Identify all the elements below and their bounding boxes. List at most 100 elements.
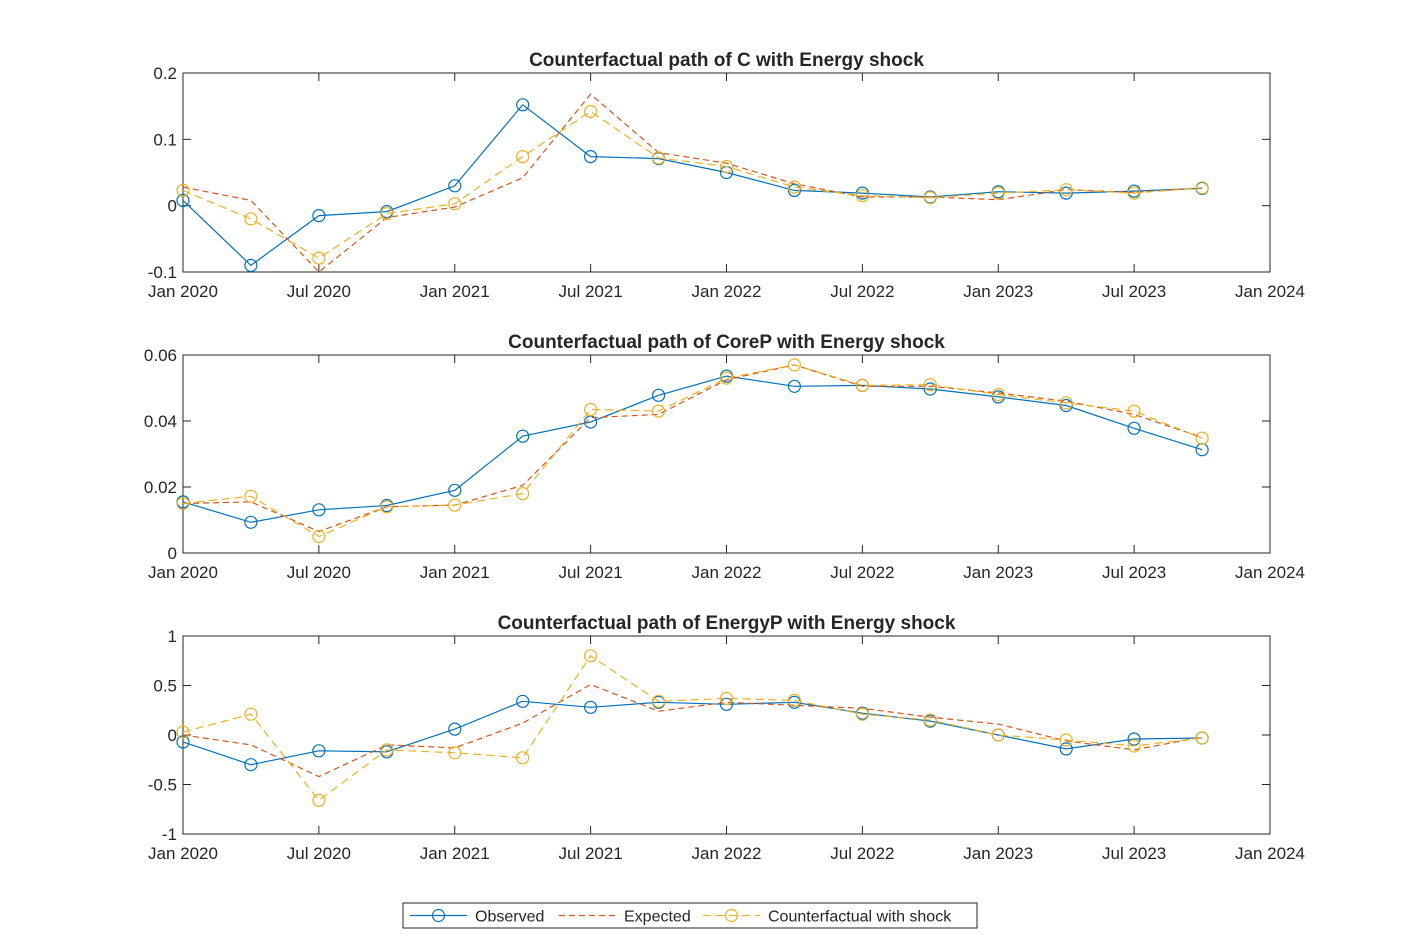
data-point-counterfactual-with-shock xyxy=(1195,181,1209,195)
data-point-counterfactual-with-shock xyxy=(1127,739,1141,753)
data-point-counterfactual-with-shock xyxy=(651,404,666,418)
data-point-observed xyxy=(516,429,530,443)
series-observed xyxy=(176,369,1209,529)
y-tick-label: 0 xyxy=(168,197,177,216)
data-point-counterfactual-with-shock xyxy=(991,186,1005,200)
data-point-counterfactual-with-shock xyxy=(923,378,937,392)
legend-entry-counterfactual-with-shock: Counterfactual with shock xyxy=(703,909,952,926)
data-point-observed xyxy=(244,258,258,272)
data-point-counterfactual-with-shock xyxy=(923,191,937,205)
data-point-counterfactual-with-shock xyxy=(787,693,802,708)
data-point-observed xyxy=(516,98,530,112)
y-tick-label: 0.5 xyxy=(153,677,177,696)
data-point-observed xyxy=(1127,732,1141,746)
legend-marker xyxy=(431,908,446,923)
data-point-counterfactual-with-shock xyxy=(855,707,870,721)
series-line-counterfactual-with-shock xyxy=(182,654,1203,802)
axes-box xyxy=(182,354,1271,554)
series-line-expected xyxy=(182,93,1203,273)
data-point-counterfactual-with-shock xyxy=(855,189,870,203)
data-point-observed xyxy=(1127,421,1141,435)
data-point-observed xyxy=(448,179,462,193)
y-tick-label: 1 xyxy=(168,627,177,646)
legend-entry-expected: Expected xyxy=(559,909,691,926)
data-point-counterfactual-with-shock xyxy=(991,728,1005,742)
data-point-counterfactual-with-shock xyxy=(516,487,530,501)
data-point-counterfactual-with-shock xyxy=(176,725,190,739)
data-point-observed xyxy=(448,722,462,736)
x-tick-label: Jul 2021 xyxy=(558,844,622,863)
x-tick-label: Jul 2021 xyxy=(558,282,622,301)
series-line-expected xyxy=(182,364,1203,533)
data-point-counterfactual-with-shock xyxy=(651,151,666,165)
series-line-observed xyxy=(182,375,1203,523)
data-point-observed xyxy=(1059,742,1073,756)
x-tick-label: Jan 2022 xyxy=(692,844,762,863)
data-point-observed xyxy=(312,503,326,517)
series-line-counterfactual-with-shock xyxy=(182,364,1203,538)
data-point-counterfactual-with-shock xyxy=(787,358,802,372)
y-tick-label: 0 xyxy=(168,544,177,563)
y-tick-label: 0.1 xyxy=(153,130,177,149)
data-point-counterfactual-with-shock xyxy=(312,529,326,544)
chart-panel-1: Counterfactual path of C with Energy sho… xyxy=(148,50,1305,301)
data-point-observed xyxy=(719,697,734,711)
data-point-counterfactual-with-shock xyxy=(719,371,734,385)
data-point-counterfactual-with-shock xyxy=(1195,731,1209,745)
data-point-counterfactual-with-shock xyxy=(719,691,734,706)
legend: Observed Expected Counterfactual with shoc… xyxy=(402,902,978,929)
data-point-observed xyxy=(923,382,937,396)
axes-box xyxy=(182,635,1271,835)
data-point-observed xyxy=(583,150,598,164)
series-expected xyxy=(182,93,1203,273)
series-line-observed xyxy=(182,103,1203,267)
data-point-counterfactual-with-shock xyxy=(991,388,1005,402)
legend-entry-observed: Observed xyxy=(410,909,544,926)
legend-box xyxy=(402,902,978,929)
x-tick-label: Jan 2020 xyxy=(148,844,218,863)
series-observed xyxy=(176,98,1209,272)
x-tick-label: Jul 2023 xyxy=(1102,844,1166,863)
data-point-counterfactual-with-shock xyxy=(312,793,326,807)
series-expected xyxy=(182,364,1203,533)
x-tick-label: Jan 2020 xyxy=(148,282,218,301)
data-point-counterfactual-with-shock xyxy=(1195,431,1209,445)
data-point-counterfactual-with-shock xyxy=(516,150,530,164)
data-point-observed xyxy=(312,744,326,758)
data-point-observed xyxy=(244,515,258,529)
data-point-counterfactual-with-shock xyxy=(855,378,870,392)
data-point-observed xyxy=(516,694,530,708)
x-tick-label: Jan 2024 xyxy=(1235,563,1305,582)
data-point-counterfactual-with-shock xyxy=(176,496,190,511)
data-point-observed xyxy=(1059,186,1073,200)
x-tick-label: Jul 2022 xyxy=(830,563,894,582)
x-tick-label: Jan 2023 xyxy=(963,282,1033,301)
series-counterfactual-with-shock xyxy=(176,358,1209,544)
series-line-observed xyxy=(182,700,1203,766)
x-tick-label: Jan 2022 xyxy=(692,282,762,301)
x-tick-label: Jan 2022 xyxy=(692,563,762,582)
legend-label: Expected xyxy=(624,909,691,926)
data-point-observed xyxy=(312,209,326,223)
x-tick-label: Jul 2023 xyxy=(1102,282,1166,301)
data-point-counterfactual-with-shock xyxy=(923,713,937,727)
x-tick-label: Jan 2024 xyxy=(1235,282,1305,301)
data-point-counterfactual-with-shock xyxy=(583,649,598,663)
x-tick-label: Jan 2021 xyxy=(420,844,490,863)
data-point-observed xyxy=(651,388,666,402)
data-point-counterfactual-with-shock xyxy=(1059,396,1073,410)
x-tick-label: Jul 2021 xyxy=(558,563,622,582)
data-point-counterfactual-with-shock xyxy=(651,694,666,708)
data-point-counterfactual-with-shock xyxy=(1127,404,1141,418)
x-tick-label: Jan 2023 xyxy=(963,844,1033,863)
y-tick-label: -1 xyxy=(162,825,177,844)
x-tick-label: Jan 2021 xyxy=(420,563,490,582)
data-point-observed xyxy=(787,379,802,393)
data-point-counterfactual-with-shock xyxy=(244,489,258,503)
data-point-observed xyxy=(583,700,598,714)
chart-title: Counterfactual path of EnergyP with Ener… xyxy=(498,613,956,634)
x-tick-label: Jul 2020 xyxy=(287,282,351,301)
series-counterfactual-with-shock xyxy=(176,104,1209,265)
series-counterfactual-with-shock xyxy=(176,649,1209,807)
